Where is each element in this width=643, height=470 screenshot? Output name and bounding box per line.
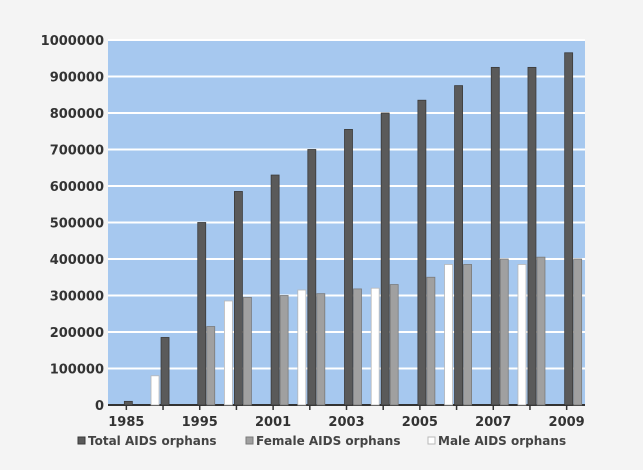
- bar-total-aids-orphans: [197, 222, 207, 406]
- x-tick-label: 1995: [182, 415, 218, 430]
- legend-label: Female AIDS orphans: [256, 434, 401, 448]
- bar-female-aids-orphans: [499, 258, 509, 406]
- x-tick-label: 2003: [328, 415, 364, 430]
- bar-total-aids-orphans: [160, 337, 170, 406]
- y-tick-label: 400000: [50, 253, 104, 268]
- bar-female-aids-orphans: [206, 326, 216, 406]
- bar-total-aids-orphans: [123, 400, 133, 406]
- bar-female-aids-orphans: [536, 256, 546, 406]
- bar-female-aids-orphans: [353, 288, 362, 406]
- bar-female-aids-orphans: [463, 264, 472, 406]
- bar-female-aids-orphans: [316, 293, 326, 406]
- bar-female-aids-orphans: [426, 276, 436, 406]
- legend-swatch: [427, 436, 436, 445]
- y-tick-label: 200000: [50, 326, 104, 341]
- bar-male-aids-orphans: [370, 287, 380, 406]
- legend-label: Male AIDS orphans: [438, 434, 566, 448]
- y-tick-label: 500000: [50, 217, 104, 232]
- bar-male-aids-orphans: [444, 264, 453, 406]
- bar-total-aids-orphans: [234, 191, 243, 406]
- bar-male-aids-orphans: [224, 300, 233, 406]
- legend-swatch: [77, 436, 86, 445]
- bar-female-aids-orphans: [573, 258, 583, 406]
- y-tick-label: 1000000: [41, 34, 104, 49]
- x-tick-label: 2005: [402, 415, 438, 430]
- y-tick-label: 700000: [50, 144, 104, 159]
- bar-total-aids-orphans: [344, 129, 353, 406]
- bar-male-aids-orphans: [150, 375, 160, 406]
- bar-total-aids-orphans: [270, 174, 280, 406]
- bar-total-aids-orphans: [307, 149, 317, 406]
- legend-swatch: [245, 436, 254, 445]
- bar-total-aids-orphans: [564, 52, 574, 406]
- legend-label: Total AIDS orphans: [88, 434, 217, 448]
- bar-total-aids-orphans: [417, 99, 427, 406]
- bar-total-aids-orphans: [490, 66, 500, 406]
- y-tick-label: 600000: [50, 180, 104, 195]
- y-tick-label: 300000: [50, 290, 104, 305]
- bar-female-aids-orphans: [389, 284, 399, 406]
- bar-male-aids-orphans: [297, 289, 307, 406]
- bar-total-aids-orphans: [454, 85, 463, 406]
- y-tick-label: 800000: [50, 107, 104, 122]
- y-tick-label: 0: [95, 399, 104, 414]
- bar-total-aids-orphans: [527, 66, 537, 406]
- y-tick-label: 100000: [50, 363, 104, 378]
- x-tick-label: 2001: [255, 415, 291, 430]
- x-tick-label: 1985: [108, 415, 144, 430]
- x-tick-label: 2007: [475, 415, 511, 430]
- x-tick-label: 2009: [549, 415, 585, 430]
- bar-male-aids-orphans: [517, 264, 527, 406]
- y-tick-label: 900000: [50, 71, 104, 86]
- bar-total-aids-orphans: [380, 112, 390, 406]
- bar-female-aids-orphans: [279, 295, 289, 406]
- bar-female-aids-orphans: [243, 296, 252, 406]
